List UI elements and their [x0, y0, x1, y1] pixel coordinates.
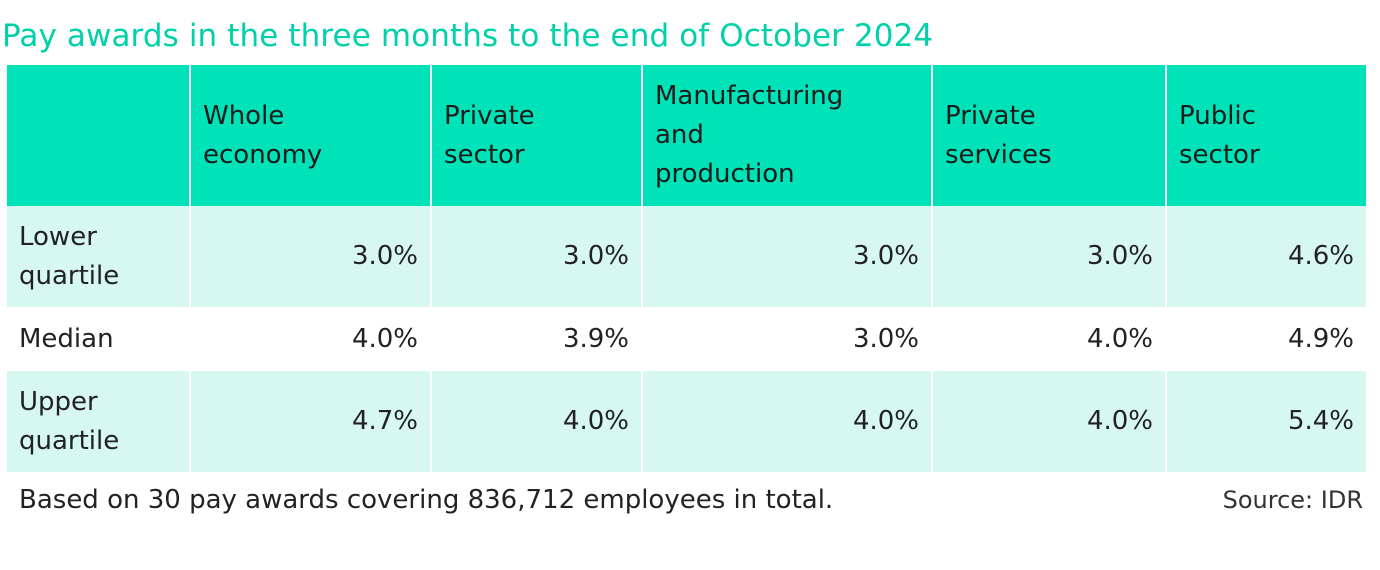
chart-title: Pay awards in the three months to the en… [2, 18, 934, 54]
table-cell: 4.7% [189, 371, 432, 472]
table-cell: 4.6% [1165, 206, 1366, 307]
table-row-lower-quartile: Lower quartile 3.0% 3.0% 3.0% 3.0% 4.6% [7, 206, 1366, 307]
table-cell: 3.0% [931, 206, 1167, 307]
header-cell-empty [7, 65, 191, 206]
pay-awards-table: Whole economy Private sector Manufacturi… [7, 65, 1366, 472]
table-cell: 3.0% [641, 307, 933, 371]
row-label: Median [7, 307, 191, 371]
table-cell: 4.0% [430, 371, 643, 472]
table-cell: 4.0% [189, 307, 432, 371]
header-cell-private-services: Private services [931, 65, 1167, 206]
table-row-median: Median 4.0% 3.9% 3.0% 4.0% 4.9% [7, 307, 1366, 371]
header-cell-public-sector: Public sector [1165, 65, 1366, 206]
table-cell: 4.0% [641, 371, 933, 472]
row-label: Upper quartile [7, 371, 191, 472]
table-cell: 4.0% [931, 307, 1167, 371]
table-cell: 3.9% [430, 307, 643, 371]
table-cell: 4.0% [931, 371, 1167, 472]
header-cell-manufacturing-and-production: Manufacturing and production [641, 65, 933, 206]
table-row-upper-quartile: Upper quartile 4.7% 4.0% 4.0% 4.0% 5.4% [7, 371, 1366, 472]
footnote: Based on 30 pay awards covering 836,712 … [19, 485, 834, 515]
header-cell-private-sector: Private sector [430, 65, 643, 206]
source-credit: Source: IDR [1222, 486, 1363, 514]
row-label: Lower quartile [7, 206, 191, 307]
header-cell-whole-economy: Whole economy [189, 65, 432, 206]
table-cell: 5.4% [1165, 371, 1366, 472]
header-row: Whole economy Private sector Manufacturi… [7, 65, 1366, 206]
table-cell: 3.0% [430, 206, 643, 307]
table-cell: 3.0% [189, 206, 432, 307]
table-cell: 4.9% [1165, 307, 1366, 371]
table-cell: 3.0% [641, 206, 933, 307]
